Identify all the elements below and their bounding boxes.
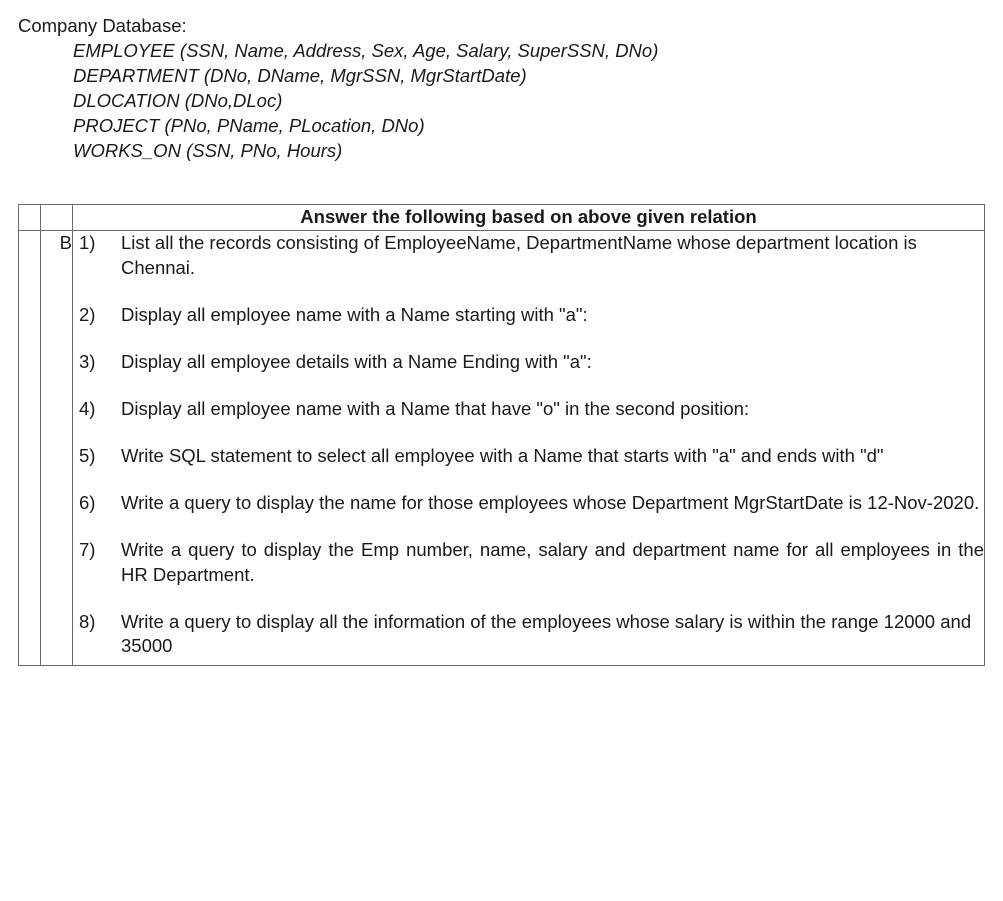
question-item: Write a query to display all the informa… <box>115 610 984 660</box>
schema-relation: DLOCATION (DNo,DLoc) <box>73 89 985 114</box>
question-item: Write a query to display the Emp number,… <box>115 538 984 588</box>
question-item: Display all employee details with a Name… <box>115 350 984 375</box>
questions-cell: List all the records consisting of Emplo… <box>73 230 985 666</box>
header-cell: Answer the following based on above give… <box>73 204 985 230</box>
table-header-row: Answer the following based on above give… <box>19 204 985 230</box>
table-body-row: B List all the records consisting of Emp… <box>19 230 985 666</box>
question-item: Display all employee name with a Name th… <box>115 397 984 422</box>
question-item: Write a query to display the name for th… <box>115 491 984 516</box>
body-empty-a <box>19 230 41 666</box>
schema-block: Company Database: EMPLOYEE (SSN, Name, A… <box>18 14 985 164</box>
questions-list: List all the records consisting of Emplo… <box>73 231 984 660</box>
question-item: List all the records consisting of Emplo… <box>115 231 984 281</box>
schema-title: Company Database: <box>18 14 985 39</box>
question-table: Answer the following based on above give… <box>18 204 985 667</box>
schema-relation: PROJECT (PNo, PName, PLocation, DNo) <box>73 114 985 139</box>
schema-relation: WORKS_ON (SSN, PNo, Hours) <box>73 139 985 164</box>
header-empty-b <box>41 204 73 230</box>
question-item: Write SQL statement to select all employ… <box>115 444 984 469</box>
section-label: B <box>41 230 73 666</box>
schema-relation: DEPARTMENT (DNo, DName, MgrSSN, MgrStart… <box>73 64 985 89</box>
header-empty-a <box>19 204 41 230</box>
schema-relation: EMPLOYEE (SSN, Name, Address, Sex, Age, … <box>73 39 985 64</box>
question-item: Display all employee name with a Name st… <box>115 303 984 328</box>
